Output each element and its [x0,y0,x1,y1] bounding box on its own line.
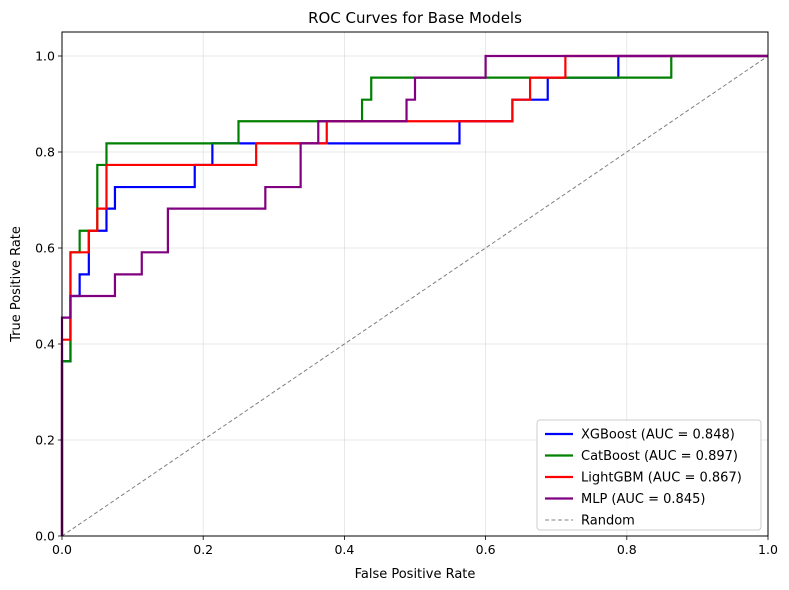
x-tick-label: 0.4 [334,542,354,557]
x-tick-label: 0.6 [476,542,496,557]
x-tick-label: 0.2 [193,542,213,557]
legend: XGBoost (AUC = 0.848) CatBoost (AUC = 0.8… [536,419,762,531]
grid [61,32,769,537]
x-tick-label: 1.0 [758,542,778,557]
y-tick-label: 0.4 [35,337,55,352]
legend-label: CatBoost (AUC = 0.897) [581,449,738,464]
legend-label: MLP (AUC = 0.845) [581,492,705,507]
y-axis-title: True Positive Rate [9,226,24,343]
legend-box [536,419,762,531]
x-axis-title: False Positive Rate [355,567,476,582]
legend-label: Random [581,514,635,529]
x-tick-label: 0.8 [617,542,637,557]
y-tick-label: 0.8 [35,145,55,160]
legend-label: XGBoost (AUC = 0.848) [581,428,735,443]
series-line-lightgbm [60,54,768,536]
plot-area-frame [61,31,769,537]
chart-title: ROC Curves for Base Models [308,9,522,27]
series-line-mlp [60,54,768,536]
y-tick-label: 0.2 [35,433,55,448]
series-line-random [61,55,769,537]
axes: 0.0 0.2 0.4 0.6 0.8 1.0 0.0 0.2 0.4 0.6 0.8 1.0 [35,49,778,558]
y-tick-label: 0.0 [35,529,55,544]
legend-label: LightGBM (AUC = 0.867) [581,471,742,486]
series-layer [60,54,769,537]
y-tick-label: 1.0 [35,49,55,64]
y-tick-label: 0.6 [35,241,55,256]
x-tick-label: 0.0 [52,542,72,557]
